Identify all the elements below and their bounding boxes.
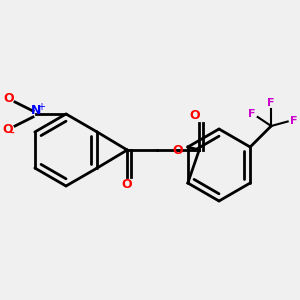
Text: F: F xyxy=(248,109,255,119)
Text: O: O xyxy=(2,122,13,136)
Text: F: F xyxy=(267,98,275,109)
Text: O: O xyxy=(189,109,200,122)
Text: N: N xyxy=(31,104,41,118)
Text: F: F xyxy=(290,116,297,127)
Text: O: O xyxy=(4,92,14,106)
Text: O: O xyxy=(173,143,184,157)
Text: -: - xyxy=(10,127,14,140)
Text: +: + xyxy=(38,102,45,112)
Text: O: O xyxy=(122,178,133,191)
